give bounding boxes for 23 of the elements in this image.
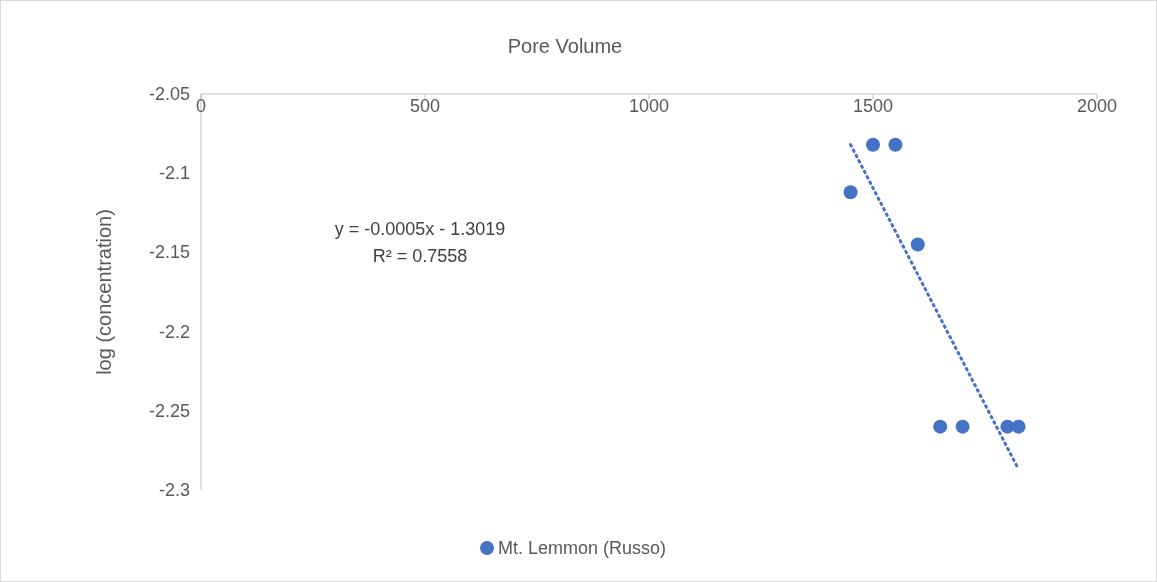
point — [933, 419, 948, 434]
point — [1011, 419, 1026, 434]
legend-label: Mt. Lemmon (Russo) — [498, 538, 667, 558]
y-axis-title: log (concentration) — [93, 209, 115, 375]
point — [888, 137, 903, 152]
x-axis-title: Pore Volume — [507, 35, 623, 57]
y-tick-label: -2.05 — [148, 84, 190, 104]
y-tick-label: -2.3 — [158, 480, 190, 500]
x-tick-label: 500 — [409, 96, 441, 116]
point — [866, 137, 880, 152]
x-tick-label: 1500 — [852, 96, 894, 116]
point — [843, 185, 858, 200]
y-tick-label: -2.25 — [148, 400, 190, 421]
annotation: y = -0.0005x - 1.3019 — [334, 219, 506, 239]
point — [910, 237, 925, 252]
y-tick-label: -2.15 — [148, 242, 190, 263]
x-tick-label: 0 — [195, 96, 207, 116]
y-tick-label: -2.1 — [158, 163, 190, 184]
point — [955, 419, 970, 434]
x-tick-label: 1000 — [628, 96, 670, 116]
y-tick-label: -2.2 — [158, 321, 190, 342]
annotation: R² = 0.7558 — [372, 246, 468, 266]
x-tick-label: 2000 — [1076, 96, 1118, 116]
